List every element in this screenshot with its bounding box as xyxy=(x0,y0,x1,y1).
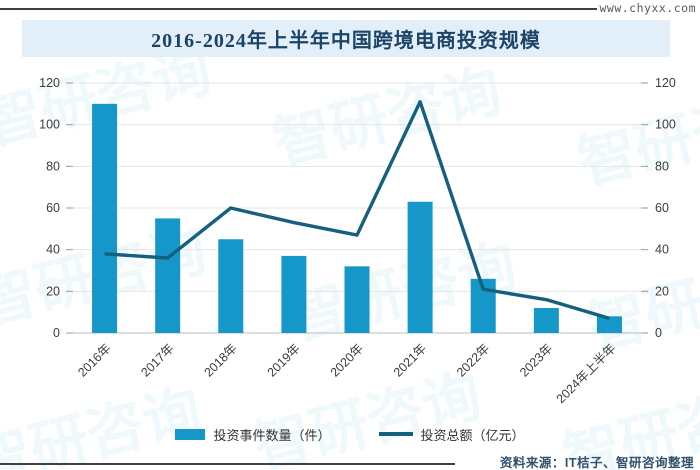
bar-2017年 xyxy=(155,218,181,333)
x-axis-label: 2020年 xyxy=(328,341,366,379)
left-axis-label: 120 xyxy=(39,76,60,90)
right-axis-label: 100 xyxy=(655,118,676,132)
left-axis-label: 80 xyxy=(46,159,60,173)
right-axis-label: 0 xyxy=(655,326,662,340)
legend-label-line: 投资总额（亿元） xyxy=(420,427,525,443)
bar-2021年 xyxy=(407,201,433,333)
bar-2023年 xyxy=(533,308,559,333)
right-axis-label: 80 xyxy=(655,159,669,173)
x-axis-label: 2024年上半年 xyxy=(554,341,619,406)
x-axis-label: 2021年 xyxy=(391,341,429,379)
bar-swatch-icon xyxy=(175,428,206,440)
left-axis-label: 60 xyxy=(46,201,60,215)
legend-label-bars: 投资事件数量（件） xyxy=(213,427,331,443)
footer-rule xyxy=(0,463,455,465)
right-axis-label: 20 xyxy=(655,284,669,298)
bar-2024年上半年 xyxy=(596,316,622,333)
bar-2016年 xyxy=(92,103,118,333)
bar-2019年 xyxy=(281,255,307,333)
left-axis-label: 20 xyxy=(46,284,60,298)
title-band: 2016-2024年上半年中国跨境电商投资规模 xyxy=(22,20,670,57)
left-axis-label: 100 xyxy=(39,118,60,132)
right-axis-label: 120 xyxy=(655,76,676,90)
x-axis-label: 2019年 xyxy=(265,341,303,379)
x-axis-label: 2017年 xyxy=(138,341,176,379)
x-axis-label: 2018年 xyxy=(201,341,239,379)
right-axis-label: 60 xyxy=(655,201,669,215)
x-axis-label: 2023年 xyxy=(517,341,555,379)
x-axis-label: 2022年 xyxy=(454,341,492,379)
bar-2020年 xyxy=(344,266,370,333)
page-title: 2016-2024年上半年中国跨境电商投资规模 xyxy=(151,30,541,52)
legend-item-line: 投资总额（亿元） xyxy=(378,425,525,444)
chart-legend: 投资事件数量（件） 投资总额（亿元） xyxy=(0,423,700,445)
left-axis-label: 40 xyxy=(46,243,60,257)
x-axis-label: 2016年 xyxy=(75,341,113,379)
left-axis-label: 0 xyxy=(53,326,60,340)
data-source: 资料来源：IT桔子、智研咨询整理 xyxy=(499,456,694,470)
legend-item-bars: 投资事件数量（件） xyxy=(175,425,331,444)
right-axis-label: 40 xyxy=(655,243,669,257)
line-series xyxy=(104,100,610,321)
site-url: www.chyxx.com xyxy=(599,1,696,15)
bar-2018年 xyxy=(218,239,244,333)
combo-chart: 0 0 20 20 40 40 60 60 80 80 100 100 120 120 2016年 2017年… xyxy=(39,76,676,406)
line-swatch-icon xyxy=(378,432,413,436)
header-rule xyxy=(0,8,597,10)
